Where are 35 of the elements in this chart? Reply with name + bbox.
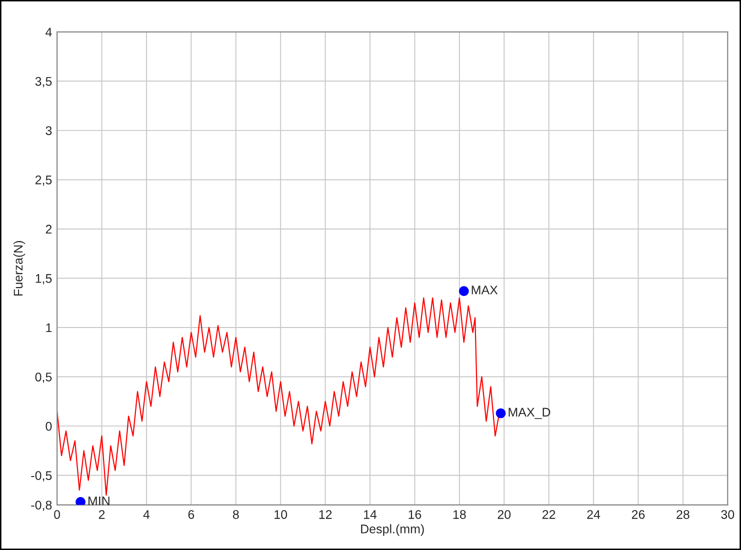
x-tick-label: 30 xyxy=(721,510,734,519)
annotation: MIN xyxy=(88,496,110,506)
y-tick-label: 2 xyxy=(46,224,52,234)
x-tick-label: 0 xyxy=(54,510,60,519)
point xyxy=(76,497,86,505)
x-tick-label: 24 xyxy=(587,510,600,519)
y-tick-label: 3,5 xyxy=(35,76,52,88)
annotation: MAX_D xyxy=(508,408,550,419)
y-tick-label: 1 xyxy=(46,323,52,332)
x-tick-label: 14 xyxy=(364,510,377,519)
y-tick-label: 0,5 xyxy=(35,372,52,383)
annotation: MAX xyxy=(472,286,498,294)
y-tick-label: 2,5 xyxy=(35,176,52,186)
y-tick-label: 4 xyxy=(46,28,52,36)
x-tick-label: 28 xyxy=(676,510,690,519)
x-axis-title: Despl.(mm) xyxy=(361,524,424,536)
y-tick-label: -0,8 xyxy=(31,500,52,512)
point xyxy=(496,408,506,418)
x-tick-label: 18 xyxy=(453,510,466,519)
y-tick-label: -0,5 xyxy=(31,471,52,482)
y-tick-label: 0 xyxy=(46,422,52,431)
x-tick-label: 12 xyxy=(319,510,332,519)
x-tick-label: 20 xyxy=(498,510,511,519)
x-tick-label: 6 xyxy=(188,510,194,519)
y-tick-label: 3 xyxy=(46,126,52,136)
x-tick-label: 10 xyxy=(274,510,288,519)
x-tick-label: 8 xyxy=(232,510,239,519)
x-tick-label: 26 xyxy=(632,510,645,519)
x-tick-label: 22 xyxy=(542,510,556,519)
y-axis-title: Fuerza(N) xyxy=(13,241,26,296)
x-tick-label: 16 xyxy=(408,510,422,519)
x-tick-label: 4 xyxy=(143,510,150,519)
point xyxy=(458,286,469,296)
x-tick-label: 2 xyxy=(98,510,105,519)
y-tick-label: 1,5 xyxy=(36,274,52,284)
